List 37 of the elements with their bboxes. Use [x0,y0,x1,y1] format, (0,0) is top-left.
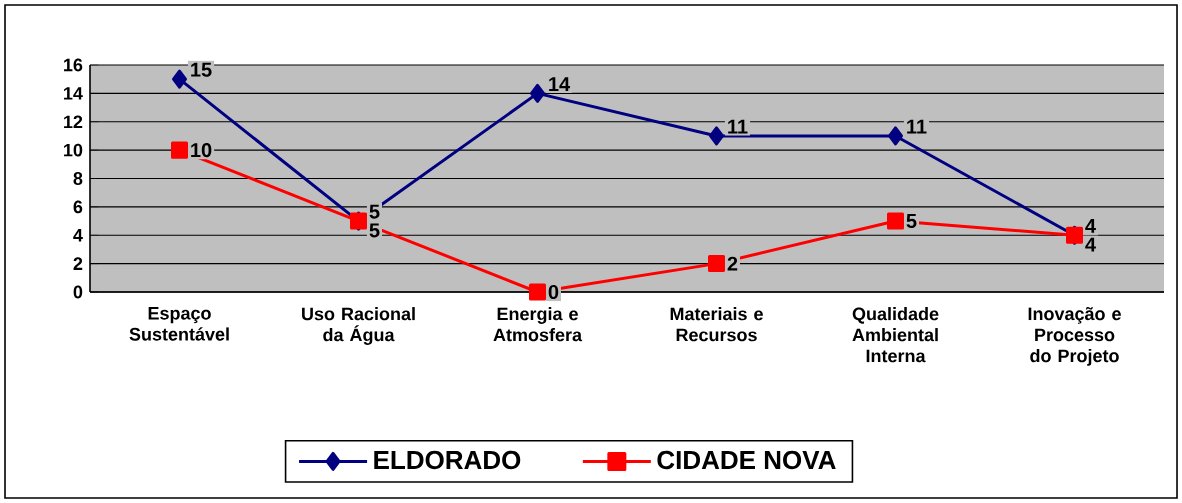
point [888,126,903,146]
data-label: 5 [906,214,917,229]
y-tick-label: 12 [64,115,83,129]
data-label: 11 [728,119,748,134]
data-label: 4 [1085,219,1096,233]
data-label: 11 [907,119,927,134]
data-label: 15 [191,62,212,77]
data-label: 5 [369,204,380,219]
y-tick-label: 2 [73,257,83,270]
point [708,255,725,273]
point [530,83,545,103]
data-label: 10 [191,143,212,158]
legend-label: ELDORADO [374,450,521,470]
x-tick-label: Qualidade Ambiental Interna [852,307,939,363]
data-label: 14 [549,77,571,91]
point [529,283,546,301]
point [171,141,188,159]
x-tick-label: Espaço Sustentável [129,307,229,341]
x-tick-label: Inovação e Processo do Projeto [1028,307,1121,366]
legend-label: CIDADE NOVA [657,450,836,470]
y-tick-label: 10 [64,143,83,157]
data-label: 5 [369,223,380,238]
point [172,69,188,89]
data-label: 0 [548,284,559,300]
point [887,212,905,230]
y-tick-label: 4 [73,229,83,242]
y-tick-label: 16 [64,58,83,72]
y-tick-label: 14 [64,87,83,100]
y-tick-label: 6 [73,200,83,214]
x-tick-label: Energia e Atmosfera [493,307,583,342]
y-tick-label: 8 [73,172,83,185]
data-label: 2 [727,256,738,271]
x-tick-label: Uso Racional da Água [302,307,415,345]
y-tick-label: 0 [73,285,83,299]
point [709,126,725,146]
x-tick-label: Materiais e Recursos [670,307,763,342]
data-label: 4 [1085,237,1096,252]
